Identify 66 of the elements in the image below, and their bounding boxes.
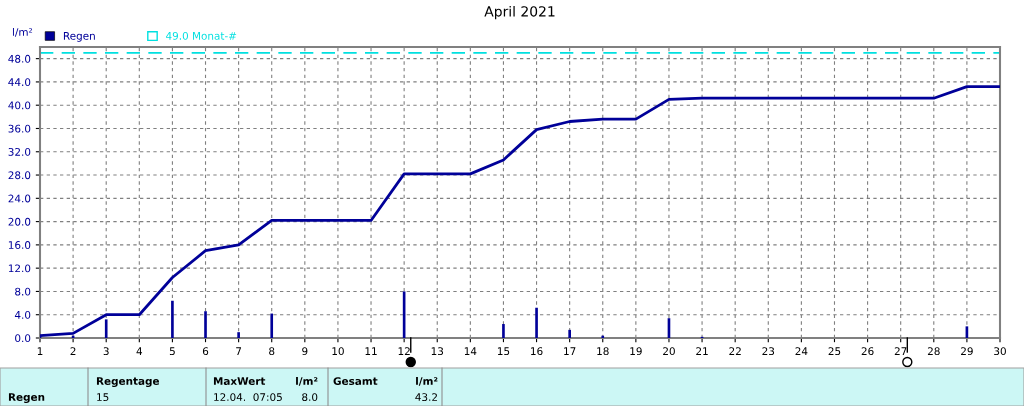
legend-label: 49.0 Monat-# bbox=[166, 31, 237, 40]
x-tick-label: 2 bbox=[70, 347, 76, 355]
x-tick-label: 10 bbox=[332, 347, 344, 356]
chart-title: April 2021 bbox=[484, 5, 555, 20]
x-tick-label: 23 bbox=[762, 347, 775, 356]
x-tick-label: 27 bbox=[894, 347, 907, 355]
text: 12.04. 07:05 bbox=[214, 393, 282, 402]
x-tick-label: 19 bbox=[630, 347, 642, 356]
bar bbox=[502, 324, 505, 338]
x-tick-label: 18 bbox=[597, 347, 609, 356]
y-tick-label: 0.0 bbox=[15, 334, 31, 343]
text: l/m² bbox=[416, 376, 438, 386]
text: Regen bbox=[8, 393, 45, 404]
legend-label: Regen bbox=[63, 32, 95, 42]
x-tick-label: 7 bbox=[236, 347, 242, 355]
y-tick-label: 28.0 bbox=[8, 171, 31, 180]
bar bbox=[171, 300, 174, 338]
x-tick-label: 17 bbox=[564, 347, 576, 355]
x-tick-label: 12 bbox=[398, 347, 410, 355]
x-tick-label: 29 bbox=[961, 347, 973, 356]
x-tick-label: 15 bbox=[497, 347, 510, 356]
y-tick-label: 44.0 bbox=[8, 78, 31, 87]
y-tick-label: 40.0 bbox=[8, 101, 31, 110]
x-tick-label: 24 bbox=[795, 347, 808, 355]
x-tick-label: 8 bbox=[269, 347, 275, 356]
y-tick-label: 16.0 bbox=[8, 241, 31, 249]
x-tick-label: 5 bbox=[169, 347, 175, 356]
text: Gesamt bbox=[333, 377, 378, 386]
text: Regentage bbox=[96, 377, 160, 388]
bar bbox=[204, 311, 207, 338]
y-tick-label: 32.0 bbox=[8, 147, 31, 156]
bar bbox=[568, 329, 571, 338]
bar bbox=[104, 319, 108, 338]
text: 15 bbox=[97, 393, 109, 402]
bar bbox=[535, 307, 538, 338]
x-tick-label: 26 bbox=[861, 347, 874, 356]
text: MaxWert bbox=[213, 377, 266, 386]
text: l/m² bbox=[296, 376, 318, 386]
x-tick-label: 25 bbox=[828, 347, 841, 356]
text: 43.2 bbox=[415, 393, 437, 402]
y-tick-label: 20.0 bbox=[8, 217, 31, 226]
y-tick-label: 36.0 bbox=[8, 124, 31, 133]
y-axis-title: l/m² bbox=[12, 27, 33, 37]
bar bbox=[601, 335, 605, 338]
y-tick-label: 48.0 bbox=[8, 54, 31, 63]
y-tick-label: 24.0 bbox=[8, 194, 31, 203]
y-tick-label: 8.0 bbox=[15, 287, 31, 296]
bar bbox=[270, 313, 274, 338]
x-tick-label: 3 bbox=[103, 347, 109, 356]
x-tick-label: 4 bbox=[136, 347, 143, 355]
y-tick-label: 4.0 bbox=[14, 310, 31, 319]
x-tick-label: 30 bbox=[994, 347, 1006, 356]
x-tick-label: 9 bbox=[302, 347, 308, 356]
x-tick-label: 22 bbox=[729, 347, 741, 355]
y-tick-label: 12.0 bbox=[8, 264, 31, 273]
x-tick-label: 11 bbox=[365, 347, 377, 355]
x-tick-label: 16 bbox=[531, 347, 543, 356]
x-tick-label: 6 bbox=[202, 347, 209, 356]
x-tick-label: 1 bbox=[37, 347, 43, 355]
x-tick-label: 21 bbox=[696, 347, 708, 355]
x-tick-label: 13 bbox=[431, 347, 444, 356]
x-tick-label: 20 bbox=[663, 347, 675, 356]
x-tick-label: 28 bbox=[927, 347, 940, 356]
bar bbox=[237, 332, 240, 338]
x-tick-label: 14 bbox=[464, 347, 477, 355]
text: 8.0 bbox=[302, 393, 318, 402]
